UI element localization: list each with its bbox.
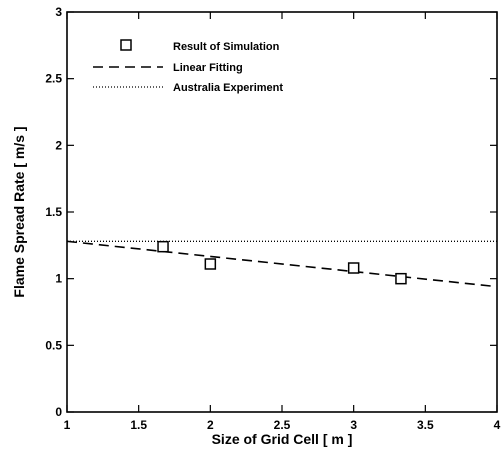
x-tick-label: 3.5	[417, 418, 434, 432]
legend-label-simulation: Result of Simulation	[173, 41, 280, 53]
x-tick-label: 1	[64, 418, 71, 432]
y-tick-label: 0.5	[45, 338, 62, 352]
x-tick-label: 2	[207, 418, 214, 432]
simulation-point	[347, 262, 360, 274]
x-tick-label: 3	[350, 418, 357, 432]
x-tick-label: 2.5	[274, 418, 291, 432]
legend-marker-simulation	[120, 39, 132, 51]
y-tick-label: 3	[55, 5, 62, 19]
y-tick-label: 0	[55, 405, 62, 419]
series-layer	[66, 240, 498, 288]
x-axis-label: Size of Grid Cell [ m ]	[212, 431, 353, 447]
y-tick-label: 1	[55, 272, 62, 286]
ticks-layer: 1 1.5 2 2.5 3 3.5 4 0 0.5 1 1.5 2 2.5 3	[45, 5, 500, 432]
simulation-point	[204, 258, 217, 270]
simulation-point	[395, 272, 407, 285]
simulation-point	[157, 240, 169, 253]
y-tick-label: 2.5	[45, 72, 62, 86]
y-tick-label: 2	[55, 138, 62, 152]
x-tick-label: 1.5	[130, 418, 147, 432]
legend-label-australia-experiment: Australia Experiment	[173, 82, 283, 94]
x-tick-label: 4	[494, 418, 501, 432]
y-tick-label: 1.5	[45, 205, 62, 219]
legend-label-linear-fitting: Linear Fitting	[173, 62, 243, 74]
legend: Result of Simulation Linear Fitting Aust…	[93, 39, 283, 94]
linear-fitting-line	[66, 240, 498, 288]
y-axis-label: Flame Spread Rate [ m/s ]	[11, 126, 27, 297]
